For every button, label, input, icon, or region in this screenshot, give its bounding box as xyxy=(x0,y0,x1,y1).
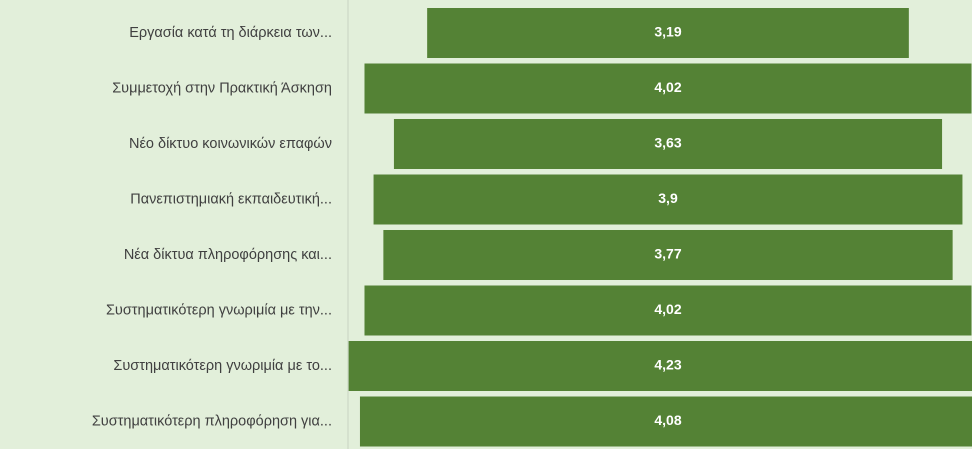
category-label: Συστηματικότερη πληροφόρηση για... xyxy=(92,413,332,429)
category-label: Συστηματικότερη γνωριμία με το... xyxy=(113,358,332,374)
category-label: Πανεπιστημιακή εκπαιδευτική... xyxy=(130,191,332,207)
funnel-bar xyxy=(364,63,972,114)
funnel-bar xyxy=(364,285,972,336)
value-label: 3,9 xyxy=(658,190,678,206)
funnel-bar xyxy=(359,396,972,447)
value-label: 4,23 xyxy=(654,357,681,373)
category-label: Συστηματικότερη γνωριμία με την... xyxy=(106,302,332,318)
category-label: Νέα δίκτυα πληροφόρησης και... xyxy=(124,247,332,263)
value-label: 4,02 xyxy=(654,79,681,95)
value-label: 4,02 xyxy=(654,301,681,317)
category-label: Νέο δίκτυο κοινωνικών επαφών xyxy=(129,136,332,152)
value-label: 3,63 xyxy=(654,135,681,151)
value-label: 4,08 xyxy=(654,412,681,428)
funnel-bar xyxy=(348,341,972,391)
funnel-bar xyxy=(427,8,909,58)
funnel-bar xyxy=(373,174,963,225)
category-label: Εργασία κατά τη διάρκεια των... xyxy=(129,25,332,41)
category-label: Συμμετοχή στην Πρακτική Άσκηση xyxy=(112,80,332,96)
value-label: 3,19 xyxy=(654,24,681,40)
funnel-bar xyxy=(393,119,943,169)
value-label: 3,77 xyxy=(654,246,681,262)
funnel-bar xyxy=(383,230,953,280)
